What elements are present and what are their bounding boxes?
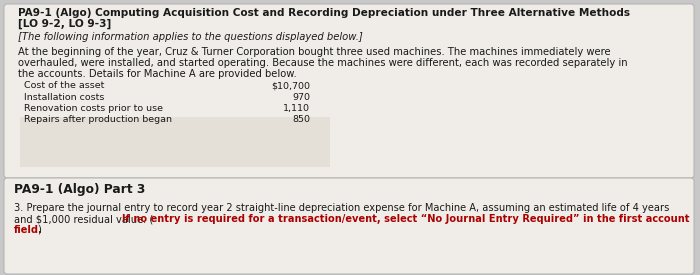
Text: Renovation costs prior to use: Renovation costs prior to use <box>24 104 163 113</box>
Text: Installation costs: Installation costs <box>24 92 104 101</box>
Text: 1,110: 1,110 <box>283 104 310 113</box>
Text: Repairs after production began: Repairs after production began <box>24 116 172 125</box>
Text: ): ) <box>37 225 41 235</box>
Text: and $1,000 residual value. (: and $1,000 residual value. ( <box>14 214 153 224</box>
Text: [The following information applies to the questions displayed below.]: [The following information applies to th… <box>18 32 363 42</box>
Text: PA9-1 (Algo) Part 3: PA9-1 (Algo) Part 3 <box>14 183 146 196</box>
FancyBboxPatch shape <box>20 117 330 167</box>
Text: PA9-1 (Algo) Computing Acquisition Cost and Recording Depreciation under Three A: PA9-1 (Algo) Computing Acquisition Cost … <box>18 8 630 18</box>
Text: Cost of the asset: Cost of the asset <box>24 81 104 90</box>
FancyBboxPatch shape <box>4 178 694 274</box>
Text: [LO 9-2, LO 9-3]: [LO 9-2, LO 9-3] <box>18 19 111 29</box>
Text: At the beginning of the year, Cruz & Turner Corporation bought three used machin: At the beginning of the year, Cruz & Tur… <box>18 47 610 57</box>
Text: overhauled, were installed, and started operating. Because the machines were dif: overhauled, were installed, and started … <box>18 58 628 68</box>
Text: $10,700: $10,700 <box>271 81 310 90</box>
Text: If no entry is required for a transaction/event, select “No Journal Entry Requir: If no entry is required for a transactio… <box>122 214 689 224</box>
Text: field.: field. <box>14 225 43 235</box>
Text: 970: 970 <box>292 92 310 101</box>
Text: the accounts. Details for Machine A are provided below.: the accounts. Details for Machine A are … <box>18 69 297 79</box>
Text: 3. Prepare the journal entry to record year 2 straight-line depreciation expense: 3. Prepare the journal entry to record y… <box>14 203 669 213</box>
FancyBboxPatch shape <box>4 4 694 178</box>
Text: 850: 850 <box>292 116 310 125</box>
